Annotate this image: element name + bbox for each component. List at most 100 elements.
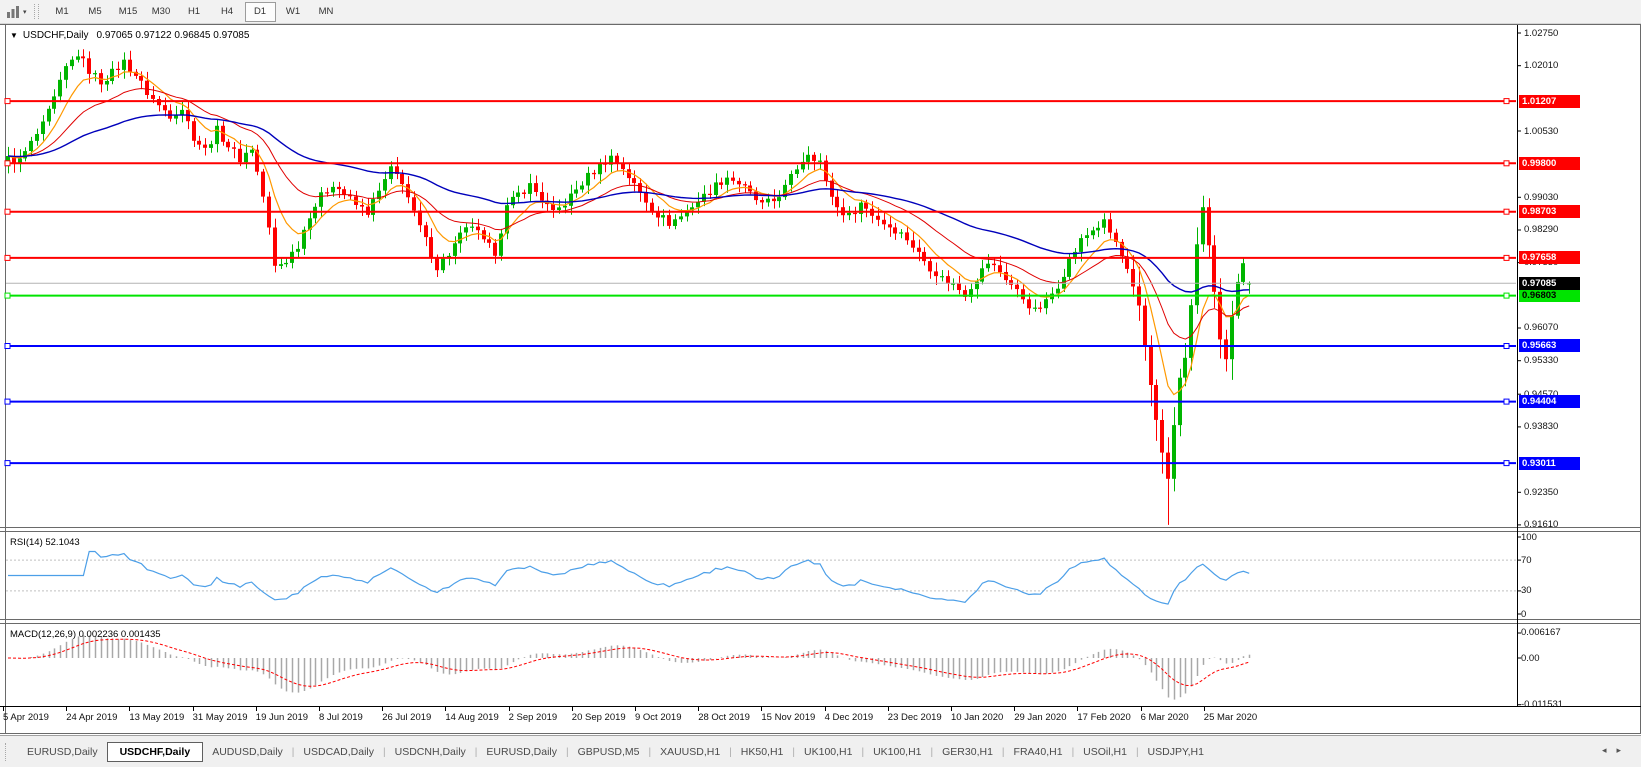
tab-separator: | <box>861 746 865 758</box>
tab-HK50-H1[interactable]: HK50,H1 <box>740 746 784 758</box>
current-price-tag: 0.97085 <box>1519 276 1580 290</box>
date-axis-label: 2 Sep 2019 <box>508 712 558 723</box>
macd-axis-label: 0.006167 <box>1521 627 1561 639</box>
tab-UK100-H1[interactable]: UK100,H1 <box>804 746 853 758</box>
tabbar-grip <box>5 743 9 761</box>
tab-XAUUSD-H1[interactable]: XAUUSD,H1 <box>660 746 721 758</box>
tab-USDJPY-H1[interactable]: USDJPY,H1 <box>1147 746 1204 758</box>
support-price-tag: 0.93011 <box>1519 456 1580 470</box>
price-axis-label: 0.99030 <box>1524 191 1559 203</box>
resistance-price-tag: 1.01207 <box>1519 94 1580 108</box>
date-axis-label: 15 Nov 2019 <box>761 712 816 723</box>
rsi-axis-label: 70 <box>1521 554 1532 566</box>
period-button-M1[interactable]: M1 <box>55 6 69 17</box>
chart-tabbar: EURUSD,Daily USDCHF,Daily AUDUSD,Daily | USD… <box>0 735 1641 767</box>
tab-separator: | <box>291 746 295 758</box>
date-axis-label: 24 Apr 2019 <box>66 712 118 723</box>
rsi-axis-label: 0 <box>1521 608 1527 620</box>
tab-USDCNH-Daily[interactable]: USDCNH,Daily <box>394 746 466 758</box>
tab-FRA40-H1[interactable]: FRA40,H1 <box>1013 746 1063 758</box>
period-button-W1[interactable]: W1 <box>285 6 301 17</box>
date-axis-label: 13 May 2019 <box>129 712 185 723</box>
tabbar-scroll-left[interactable]: ◂ <box>1601 745 1617 755</box>
tab-separator: | <box>566 746 569 758</box>
resistance-price-tag: 0.97658 <box>1519 251 1580 265</box>
symbol-period-label: USDCHF,Daily <box>22 30 89 41</box>
period-button-M5[interactable]: M5 <box>88 6 102 17</box>
tab-EURUSD-Daily[interactable]: EURUSD,Daily <box>486 746 557 758</box>
support-price-tag: 0.94404 <box>1519 395 1580 409</box>
tab-separator: | <box>1135 746 1139 758</box>
price-axis-label: 0.96070 <box>1524 322 1559 334</box>
resistance-price-tag: 0.99800 <box>1519 156 1580 170</box>
chevron-down-icon[interactable]: ▾ <box>23 8 27 16</box>
date-axis-label: 9 Oct 2019 <box>635 712 682 723</box>
period-button-MN[interactable]: MN <box>318 6 334 17</box>
price-axis-label: 0.94570 <box>1524 389 1558 400</box>
tab-separator: | <box>729 746 732 758</box>
chart-periods-icon[interactable] <box>4 4 22 20</box>
price-axis-label: 1.02010 <box>1524 60 1559 72</box>
tab-separator: | <box>474 746 478 758</box>
tab-UK100-H1[interactable]: UK100,H1 <box>873 746 922 758</box>
tab-separator: | <box>383 746 386 758</box>
period-button-D1[interactable]: D1 <box>244 1 276 22</box>
date-axis-label: 19 Jun 2019 <box>255 712 309 723</box>
date-axis-label: 8 Jul 2019 <box>319 712 363 723</box>
date-axis-label: 29 Jan 2020 <box>1014 712 1067 723</box>
rsi-indicator-label: RSI(14) 52.1043 <box>10 537 80 548</box>
macd-indicator-label: MACD(12,26,9) 0.002236 0.001435 <box>10 629 161 640</box>
price-axis-label: 0.91610 <box>1524 519 1559 531</box>
tab-GER30-H1[interactable]: GER30,H1 <box>942 746 993 758</box>
date-axis-label: 5 Apr 2019 <box>3 712 49 723</box>
date-axis-label: 14 Aug 2019 <box>445 712 499 723</box>
price-axis-label: 0.95330 <box>1524 355 1559 367</box>
tabbar-scroll-right[interactable]: ▸ <box>1616 745 1631 755</box>
tab-separator: | <box>1001 746 1005 758</box>
date-axis-label: 23 Dec 2019 <box>887 712 942 723</box>
tab-USOil-H1[interactable]: USOil,H1 <box>1083 746 1127 758</box>
rsi-axis-label: 30 <box>1521 585 1532 597</box>
period-button-H4[interactable]: H4 <box>220 6 234 17</box>
macd-axis-label: 0.00 <box>1521 652 1540 664</box>
date-axis-label: 26 Jul 2019 <box>382 712 432 723</box>
window-collapse-icon[interactable]: ▼ <box>10 31 18 40</box>
date-axis-label: 4 Dec 2019 <box>824 712 874 723</box>
tab-separator: | <box>648 746 652 758</box>
chart-title: ▼ USDCHF,Daily 0.97065 0.97122 0.96845 0.9… <box>10 30 249 41</box>
chart-tabs: EURUSD,Daily USDCHF,Daily AUDUSD,Daily | USD… <box>18 742 1213 762</box>
period-button-M15[interactable]: M15 <box>118 6 138 17</box>
rsi-axis-label: 100 <box>1521 531 1537 543</box>
resistance-price-tag: 0.98703 <box>1519 205 1580 219</box>
period-button-M30[interactable]: M30 <box>151 6 171 17</box>
price-axis-label: 0.92350 <box>1524 486 1559 498</box>
date-axis-label: 25 Mar 2020 <box>1203 712 1258 723</box>
periods-toolbar: ▾ M1 M5 M15 M30 H1 H4 D1 W1 MN <box>0 0 1641 24</box>
tab-separator: | <box>1071 746 1075 758</box>
date-axis-label: 6 Mar 2020 <box>1140 712 1189 723</box>
tabbar-scroll-arrows: ◂▸ <box>1602 745 1631 756</box>
tab-USDCHF-Daily[interactable]: USDCHF,Daily <box>106 742 204 762</box>
macd-axis-label: -0.011531 <box>1521 699 1564 711</box>
period-button-H1[interactable]: H1 <box>187 6 201 17</box>
date-axis-label: 20 Sep 2019 <box>571 712 626 723</box>
tab-separator: | <box>930 746 934 758</box>
tab-separator: | <box>792 746 796 758</box>
toolbar-drag-handle[interactable] <box>33 4 39 19</box>
support-price-tag: 0.95663 <box>1519 339 1580 353</box>
support-price-tag: 0.96803 <box>1519 289 1580 303</box>
price-axis-label: 1.00530 <box>1524 125 1559 137</box>
date-axis-label: 28 Oct 2019 <box>698 712 750 723</box>
price-axis-label: 0.93830 <box>1524 421 1559 433</box>
date-axis-label: 10 Jan 2020 <box>951 712 1004 723</box>
date-axis-label: 31 May 2019 <box>192 712 248 723</box>
price-axis-label: 1.02750 <box>1524 27 1559 39</box>
tab-GBPUSD-M5[interactable]: GBPUSD,M5 <box>577 746 640 758</box>
tab-EURUSD-Daily[interactable]: EURUSD,Daily <box>27 746 98 758</box>
timeframe-buttons: M1 M5 M15 M30 H1 H4 D1 W1 MN <box>46 1 343 22</box>
date-axis-label: 17 Feb 2020 <box>1077 712 1131 723</box>
tab-USDCAD-Daily[interactable]: USDCAD,Daily <box>303 746 374 758</box>
tab-AUDUSD-Daily[interactable]: AUDUSD,Daily <box>212 746 283 758</box>
